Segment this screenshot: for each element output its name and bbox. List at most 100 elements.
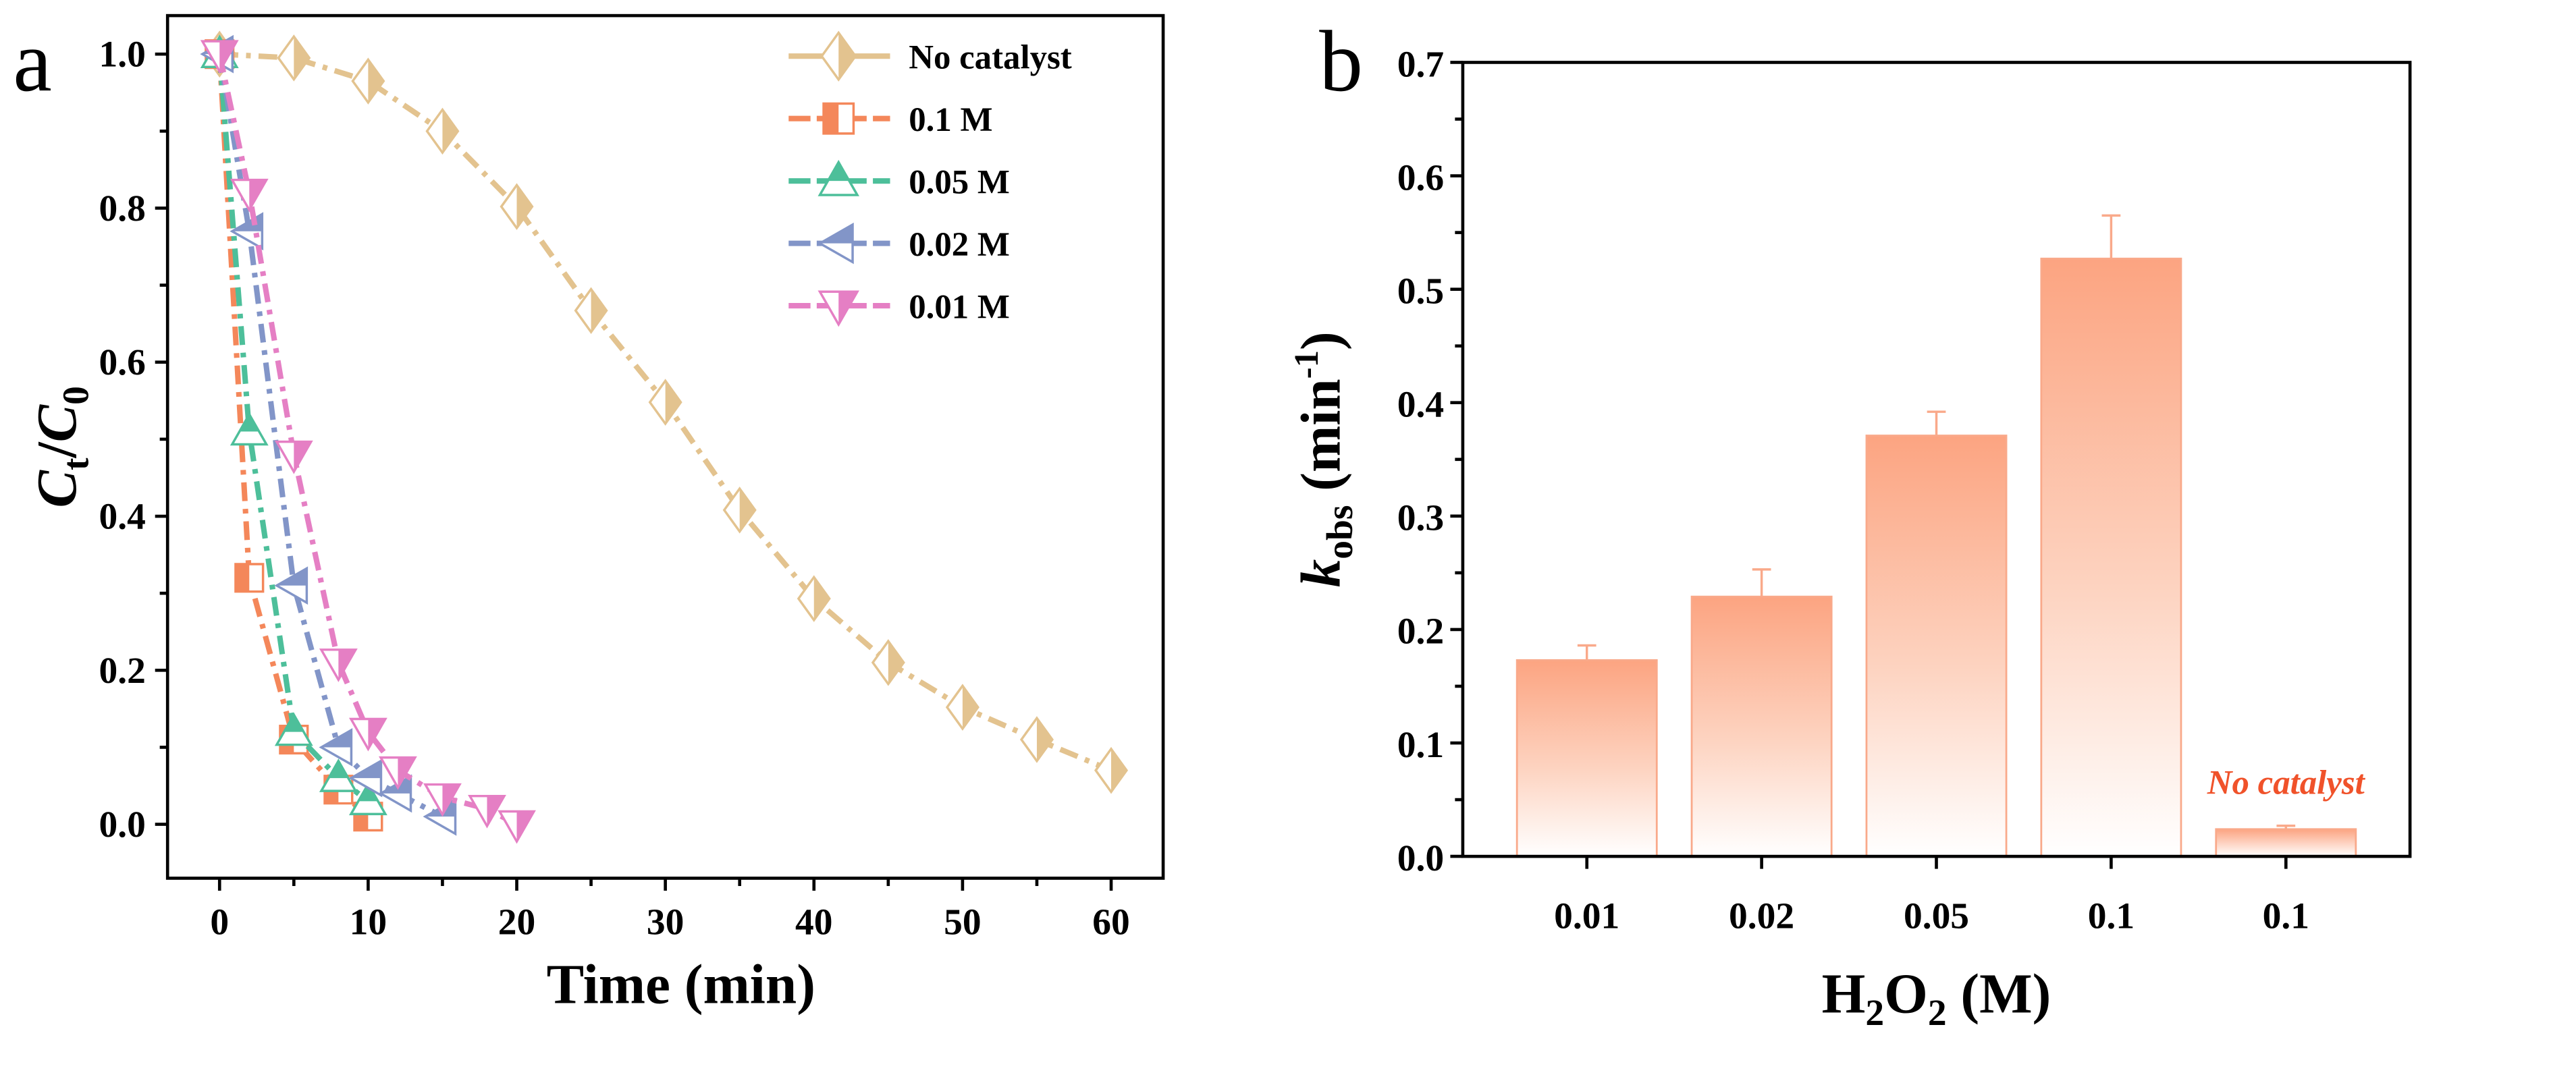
y-tick-label: 0.4	[99, 497, 146, 538]
marker-fill	[516, 811, 534, 842]
series-0.1-m	[205, 39, 383, 832]
marker-fill	[235, 563, 250, 592]
y-tick-label: 0.6	[1397, 157, 1444, 198]
data-marker-diamond	[351, 57, 385, 105]
series-line	[217, 53, 518, 827]
y-tick-label: 0.2	[99, 650, 146, 692]
data-marker-triangle-left	[348, 758, 383, 798]
y-tick-label: 0.8	[99, 188, 146, 229]
data-marker-triangle-left	[319, 728, 353, 767]
marker-fill	[739, 489, 755, 532]
y-axis-label: kobs (min-1)	[1287, 331, 1361, 587]
series-0.05-m	[200, 34, 387, 816]
legend-label: 0.1 M	[909, 101, 992, 138]
y-tick-label: 0.0	[99, 804, 146, 846]
panel-label-a: a	[13, 13, 51, 110]
data-marker-diamond	[500, 183, 534, 230]
y-tick-label: 0.5	[1397, 271, 1444, 312]
panel-label-b: b	[1319, 13, 1363, 110]
marker-fill	[398, 757, 415, 788]
data-marker-triangle-left	[817, 222, 854, 265]
data-marker-triangle-up	[348, 781, 387, 816]
marker-fill	[1111, 748, 1127, 792]
data-marker-triangle-up	[274, 712, 313, 746]
marker-fill	[1036, 718, 1052, 761]
marker-fill	[219, 41, 237, 72]
x-tick-label: 60	[1092, 902, 1129, 943]
y-tick-label: 0.4	[1397, 385, 1444, 426]
no-catalyst-annotation: No catalyst	[2207, 764, 2366, 802]
panel-a-line-chart: 0 10 20 30 40 50 60 0.0 0.2 0.4 0.6 0.8 1.0 Time (min…	[26, 13, 1165, 1016]
data-marker-triangle-down	[498, 810, 536, 844]
marker-fill	[442, 109, 458, 153]
y-axis-label: Ct/C0	[26, 386, 97, 507]
bar	[2040, 257, 2182, 858]
data-marker-diamond	[945, 684, 980, 731]
data-marker-triangle-down	[200, 40, 239, 74]
legend-entry: 0.1 M	[788, 101, 993, 138]
marker-fill	[284, 715, 304, 732]
marker-fill	[338, 649, 356, 680]
data-marker-diamond	[871, 639, 905, 686]
marker-fill	[487, 796, 504, 827]
data-marker-triangle-up	[319, 758, 358, 792]
marker-fill	[442, 784, 460, 815]
data-marker-triangle-down	[468, 794, 506, 829]
marker-fill	[358, 783, 378, 802]
x-tick-label: 50	[944, 902, 981, 943]
marker-fill	[813, 577, 830, 620]
legend-entry: 0.01 M	[788, 288, 1010, 327]
marker-fill	[824, 103, 839, 134]
x-tick-label: 0.01	[1554, 895, 1619, 937]
x-tick-label: 0.1	[2263, 895, 2309, 937]
data-marker-triangle-down	[319, 648, 358, 682]
marker-fill	[276, 568, 307, 586]
legend-label: 0.05 M	[909, 163, 1010, 201]
bar	[1515, 659, 1658, 858]
data-marker-triangle-down	[230, 178, 269, 213]
marker-fill	[838, 32, 856, 80]
legend-label: No catalyst	[909, 38, 1072, 76]
marker-fill	[350, 760, 381, 779]
data-marker-diamond	[1019, 716, 1054, 763]
marker-fill	[838, 292, 857, 325]
x-tick-label: 10	[350, 902, 387, 943]
marker-fill	[828, 162, 850, 182]
y-tick-label: 0.0	[1397, 838, 1444, 879]
x-tick-label: 20	[498, 902, 535, 943]
data-marker-triangle-down	[274, 440, 313, 474]
data-marker-diamond	[1094, 746, 1129, 794]
bar	[1690, 595, 1833, 858]
legend-label: 0.02 M	[909, 225, 1010, 263]
data-marker-diamond	[574, 287, 608, 335]
data-marker-triangle-down	[817, 290, 859, 327]
legend-entry: 0.02 M	[788, 222, 1010, 265]
x-axis-label: H2O2 (M)	[1822, 963, 2051, 1033]
y-tick-label: 0.1	[1397, 725, 1444, 766]
y-tick-label: 0.3	[1397, 498, 1444, 539]
panel-b-bar-chart: 0.01 0.02 0.05 0.1 0.1 0.0 0.1 0.2 0.3 0.4 0.5 0.6 0…	[1287, 44, 2412, 1034]
x-tick-label: 30	[647, 902, 684, 943]
marker-fill	[249, 179, 267, 211]
data-marker-triangle-down	[378, 756, 417, 790]
data-marker-triangle-down	[423, 783, 462, 817]
marker-fill	[294, 441, 311, 472]
marker-fill	[962, 686, 978, 729]
legend-entry: No catalyst	[788, 30, 1072, 82]
data-marker-diamond	[722, 487, 757, 534]
series-no-catalyst	[203, 30, 1129, 794]
data-marker-triangle-up	[817, 159, 859, 196]
x-tick-label: 0.1	[2088, 895, 2135, 937]
y-tick-label: 0.7	[1397, 44, 1444, 85]
marker-fill	[888, 641, 904, 684]
y-tick-label: 1.0	[99, 34, 146, 76]
legend-label: 0.01 M	[909, 288, 1010, 326]
data-marker-triangle-left	[274, 566, 308, 605]
data-marker-diamond	[820, 30, 857, 82]
marker-fill	[516, 185, 533, 228]
marker-fill	[820, 224, 853, 244]
marker-fill	[665, 381, 681, 424]
plot-frame	[165, 13, 1165, 880]
data-marker-square	[234, 563, 265, 593]
marker-fill	[239, 414, 259, 432]
